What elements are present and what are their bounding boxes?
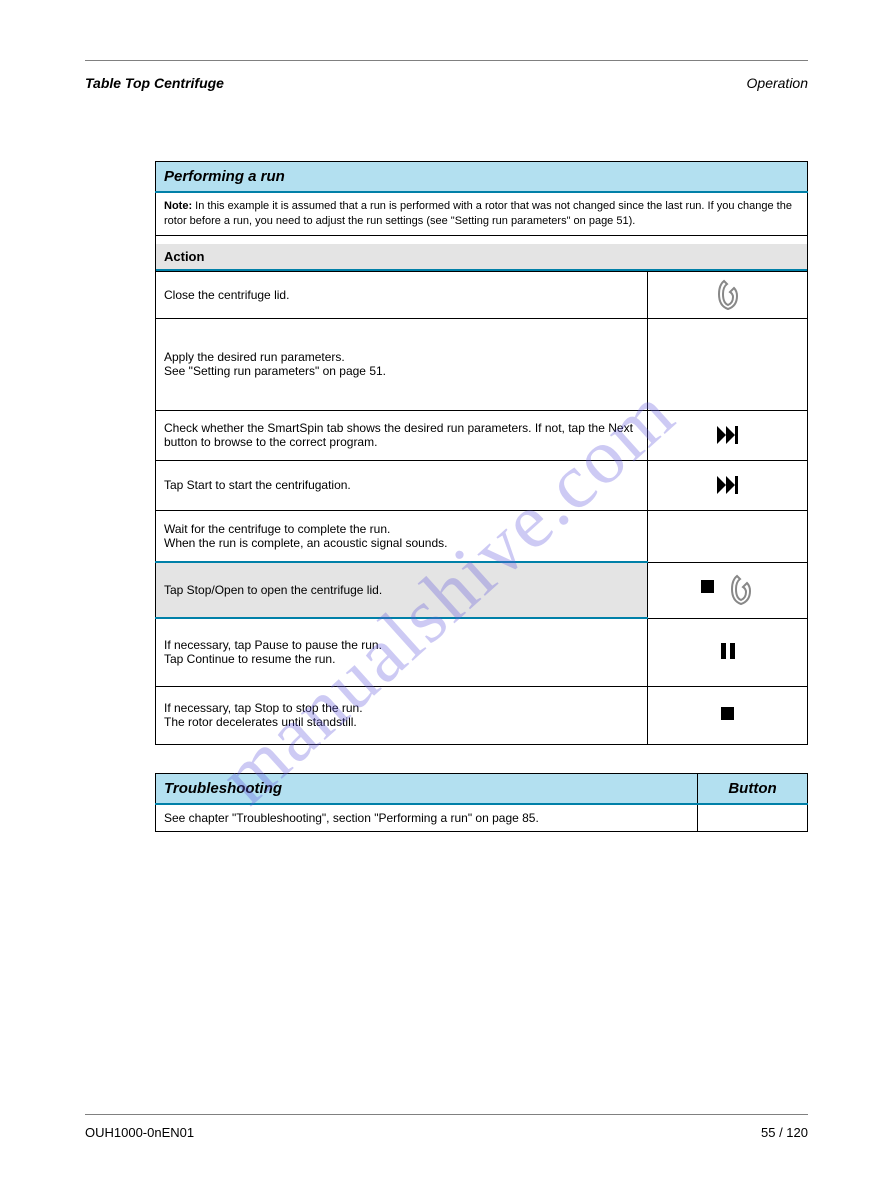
- table-row: Check whether the SmartSpin tab shows th…: [156, 410, 808, 460]
- line: If necessary, tap Stop to stop the run.: [164, 701, 639, 715]
- table-row: Apply the desired run parameters. See "S…: [156, 318, 808, 410]
- main-content: Performing a run Note: In this example i…: [85, 161, 808, 832]
- header-row: Table Top Centrifuge Operation: [85, 75, 808, 91]
- action-text: If necessary, tap Pause to pause the run…: [156, 618, 648, 686]
- line: If necessary, tap Pause to pause the run…: [164, 638, 639, 652]
- next-icon: [717, 426, 739, 444]
- note-text: In this example it is assumed that a run…: [164, 200, 792, 227]
- table-row: Wait for the centrifuge to complete the …: [156, 510, 808, 562]
- note-cell: Note: In this example it is assumed that…: [156, 192, 808, 235]
- line: Tap Continue to resume the run.: [164, 652, 639, 666]
- icon-cell: [648, 510, 808, 562]
- line: Apply the desired run parameters.: [164, 350, 639, 364]
- stop-icon: [701, 580, 714, 593]
- troubleshooting-header: Troubleshooting: [156, 773, 698, 804]
- action-text: Tap Stop/Open to open the centrifuge lid…: [156, 562, 648, 618]
- note-row: Note: In this example it is assumed that…: [156, 192, 808, 235]
- table-row: Tap Start to start the centrifugation.: [156, 460, 808, 510]
- hook-icon: [715, 278, 741, 312]
- table-title-row: Performing a run: [156, 162, 808, 193]
- action-text: Wait for the centrifuge to complete the …: [156, 510, 648, 562]
- action-text: Tap Start to start the centrifugation.: [156, 460, 648, 510]
- table-row: Tap Stop/Open to open the centrifuge lid…: [156, 562, 808, 618]
- table2-header-row: Troubleshooting Button: [156, 773, 808, 804]
- stop-icon: [721, 707, 734, 720]
- icon-cell: [648, 410, 808, 460]
- pause-icon: [721, 643, 735, 659]
- line: The rotor decelerates until standstill.: [164, 715, 639, 729]
- action-text: Check whether the SmartSpin tab shows th…: [156, 410, 648, 460]
- action-text: Apply the desired run parameters. See "S…: [156, 318, 648, 410]
- footer-right: 55 / 120: [761, 1125, 808, 1140]
- line: Wait for the centrifuge to complete the …: [164, 522, 639, 536]
- procedure-table: Performing a run Note: In this example i…: [155, 161, 808, 745]
- action-text: If necessary, tap Stop to stop the run. …: [156, 686, 648, 744]
- table-title: Performing a run: [156, 162, 808, 193]
- start-icon: [717, 476, 739, 494]
- action-header-row: Action: [156, 235, 808, 271]
- button-header: Button: [698, 773, 808, 804]
- troubleshooting-text: See chapter "Troubleshooting", section "…: [156, 804, 698, 832]
- action-header: Action: [156, 244, 807, 271]
- table-row: If necessary, tap Stop to stop the run. …: [156, 686, 808, 744]
- action-text: Close the centrifuge lid.: [156, 271, 648, 318]
- icon-cell: [648, 562, 808, 618]
- icon-cell: [648, 618, 808, 686]
- hook-icon: [728, 573, 754, 607]
- table-row: See chapter "Troubleshooting", section "…: [156, 804, 808, 832]
- troubleshooting-table: Troubleshooting Button See chapter "Trou…: [155, 773, 808, 832]
- footer-rule: [85, 1114, 808, 1115]
- icon-cell: [648, 318, 808, 410]
- line: See "Setting run parameters" on page 51.: [164, 364, 639, 378]
- icon-cell: [648, 271, 808, 318]
- table-row: If necessary, tap Pause to pause the run…: [156, 618, 808, 686]
- footer: OUH1000-0nEN01 55 / 120: [85, 1114, 808, 1140]
- page: Table Top Centrifuge Operation Performin…: [0, 0, 893, 832]
- icon-cell: [648, 460, 808, 510]
- header-left: Table Top Centrifuge: [85, 75, 224, 91]
- footer-left: OUH1000-0nEN01: [85, 1125, 194, 1140]
- line: When the run is complete, an acoustic si…: [164, 536, 639, 550]
- header-rule: [85, 60, 808, 61]
- footer-row: OUH1000-0nEN01 55 / 120: [85, 1125, 808, 1140]
- icon-cell: [648, 686, 808, 744]
- empty-cell: [698, 804, 808, 832]
- table-row: Close the centrifuge lid.: [156, 271, 808, 318]
- spacer: [156, 236, 807, 244]
- header-right: Operation: [747, 75, 808, 91]
- note-label: Note:: [164, 200, 192, 212]
